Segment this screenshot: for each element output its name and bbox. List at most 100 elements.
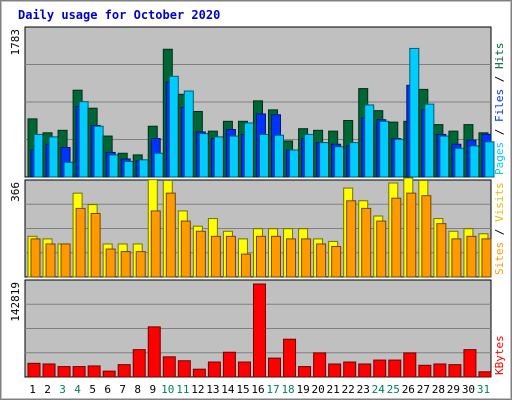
sites-panel-bar-sites-day-1 <box>30 238 41 278</box>
hits-panel-legend-hits: Hits <box>493 43 506 70</box>
hits-panel-bar-pages-day-9 <box>153 152 164 178</box>
sites-panel-bar-sites-day-2 <box>45 243 56 278</box>
kbytes-panel-bar-kbytes-day-3 <box>57 366 71 378</box>
sites-panel-bar-sites-day-22 <box>346 200 357 278</box>
kbytes-panel-bar-kbytes-day-24 <box>373 359 387 378</box>
outer-frame-inner <box>1 1 511 399</box>
x-axis-label-day-20: 20 <box>312 383 325 396</box>
hits-panel-bar-pages-day-11 <box>183 90 194 178</box>
x-axis-label-day-10: 10 <box>161 383 174 396</box>
kbytes-panel-bar-kbytes-day-27 <box>418 364 432 378</box>
sites-panel-legend-sites: Sites <box>493 242 506 275</box>
hits-panel-bar-pages-day-17 <box>274 134 285 178</box>
x-axis-label-day-31: 31 <box>477 383 490 396</box>
sites-panel-bar-sites-day-4 <box>75 207 86 278</box>
x-axis-label-day-11: 11 <box>176 383 189 396</box>
x-axis-label-day-26: 26 <box>402 383 415 396</box>
kbytes-panel-bar-kbytes-day-6 <box>102 370 116 378</box>
hits-panel-legend-separator: / <box>493 69 506 89</box>
hits-panel-bar-pages-day-30 <box>469 145 480 178</box>
x-axis-label-day-23: 23 <box>357 383 370 396</box>
kbytes-panel-bar-kbytes-day-1 <box>27 362 41 378</box>
sites-panel-bar-sites-day-20 <box>316 243 327 278</box>
sites-panel-bar-sites-day-26 <box>406 192 417 278</box>
kbytes-panel-bar-kbytes-day-21 <box>328 363 342 378</box>
sites-panel-legend-visits: Visits <box>493 182 506 222</box>
sites-panel-bar-sites-day-10 <box>165 192 176 278</box>
sites-panel-bar-sites-day-9 <box>150 210 161 278</box>
sites-panel-bar-sites-day-31 <box>481 238 492 278</box>
hits-panel-bar-pages-day-21 <box>334 146 345 178</box>
x-axis-label-day-12: 12 <box>191 383 204 396</box>
kbytes-panel-bar-kbytes-day-13 <box>207 361 221 378</box>
hits-panel-bar-pages-day-12 <box>198 133 209 178</box>
x-axis-label-day-9: 9 <box>149 383 156 396</box>
sites-panel-bar-sites-day-25 <box>391 197 402 278</box>
hits-panel-bar-pages-day-16 <box>258 133 269 178</box>
hits-panel-bar-pages-day-2 <box>48 136 59 178</box>
x-axis-label-day-17: 17 <box>266 383 279 396</box>
hits-panel-bar-pages-day-31 <box>484 141 495 178</box>
x-axis-label-day-28: 28 <box>432 383 445 396</box>
kbytes-panel-legend: KBytes <box>493 335 506 375</box>
x-axis-label-day-8: 8 <box>134 383 141 396</box>
x-axis-label-day-19: 19 <box>296 383 309 396</box>
hits-panel-bar-pages-day-23 <box>364 104 375 178</box>
x-axis-label-day-27: 27 <box>417 383 430 396</box>
sites-panel-bar-sites-day-16 <box>255 235 266 278</box>
sites-panel-bar-sites-day-12 <box>195 230 206 278</box>
x-axis-label-day-3: 3 <box>59 383 66 396</box>
hits-panel-bar-pages-day-27 <box>424 103 435 178</box>
x-axis-label-day-2: 2 <box>44 383 51 396</box>
x-axis-label-day-22: 22 <box>342 383 355 396</box>
hits-panel-bar-pages-day-20 <box>319 142 330 178</box>
hits-panel-bar-pages-day-29 <box>454 147 465 178</box>
sites-panel-bar-sites-day-28 <box>436 223 447 278</box>
x-axis-label-day-18: 18 <box>281 383 294 396</box>
hits-panel-bar-pages-day-28 <box>439 135 450 178</box>
hits-panel-bar-pages-day-13 <box>213 136 224 178</box>
kbytes-panel-bar-kbytes-day-31 <box>478 371 492 378</box>
hits-panel-ymax-label: 1783 <box>9 29 22 56</box>
sites-panel-bar-sites-day-7 <box>120 251 131 278</box>
kbytes-panel-bar-kbytes-day-29 <box>448 364 462 378</box>
sites-panel-bar-sites-day-19 <box>301 238 312 278</box>
kbytes-panel-bar-kbytes-day-14 <box>222 351 236 378</box>
kbytes-panel-bar-kbytes-day-12 <box>192 368 206 378</box>
hits-panel-bar-pages-day-24 <box>379 120 390 178</box>
x-axis-label-day-29: 29 <box>447 383 460 396</box>
x-axis-label-day-6: 6 <box>104 383 111 396</box>
kbytes-panel-bar-kbytes-day-11 <box>177 360 191 378</box>
sites-panel-legend-separator: / <box>493 222 506 242</box>
sites-panel-bar-sites-day-23 <box>361 207 372 278</box>
x-axis-label-day-30: 30 <box>462 383 475 396</box>
hits-panel-bar-pages-day-7 <box>123 160 134 178</box>
hits-panel-legend-separator: / <box>493 122 506 142</box>
kbytes-panel-bar-kbytes-day-16 <box>252 283 266 378</box>
kbytes-panel-bar-kbytes-day-8 <box>132 349 146 378</box>
hits-panel-bar-pages-day-19 <box>304 133 315 178</box>
x-axis-label-day-14: 14 <box>221 383 235 396</box>
kbytes-panel-bar-kbytes-day-10 <box>162 356 176 378</box>
sites-panel-bar-sites-day-6 <box>105 248 116 278</box>
kbytes-panel-bar-kbytes-day-5 <box>87 365 101 378</box>
hits-panel-bar-pages-day-1 <box>33 133 44 178</box>
x-axis-label-day-13: 13 <box>206 383 219 396</box>
kbytes-panel-bar-kbytes-day-4 <box>72 366 86 378</box>
kbytes-panel-bar-kbytes-day-20 <box>313 352 327 378</box>
sites-panel-bar-sites-day-21 <box>331 246 342 278</box>
kbytes-panel-bar-kbytes-day-7 <box>117 364 131 378</box>
kbytes-panel-bar-kbytes-day-23 <box>358 363 372 378</box>
sites-panel-bar-sites-day-8 <box>135 251 146 278</box>
kbytes-panel-bar-kbytes-day-17 <box>268 357 282 378</box>
hits-panel-bar-pages-day-10 <box>168 75 179 178</box>
sites-panel-bar-sites-day-27 <box>421 195 432 278</box>
x-axis-label-day-21: 21 <box>327 383 340 396</box>
sites-panel-ymax-label: 366 <box>9 182 22 202</box>
hits-panel-bar-pages-day-22 <box>349 142 360 178</box>
x-axis-label-day-24: 24 <box>372 383 386 396</box>
kbytes-panel-bar-kbytes-day-25 <box>388 359 402 378</box>
kbytes-panel-bar-kbytes-day-15 <box>237 361 251 378</box>
sites-panel-bar-sites-day-5 <box>90 212 101 278</box>
